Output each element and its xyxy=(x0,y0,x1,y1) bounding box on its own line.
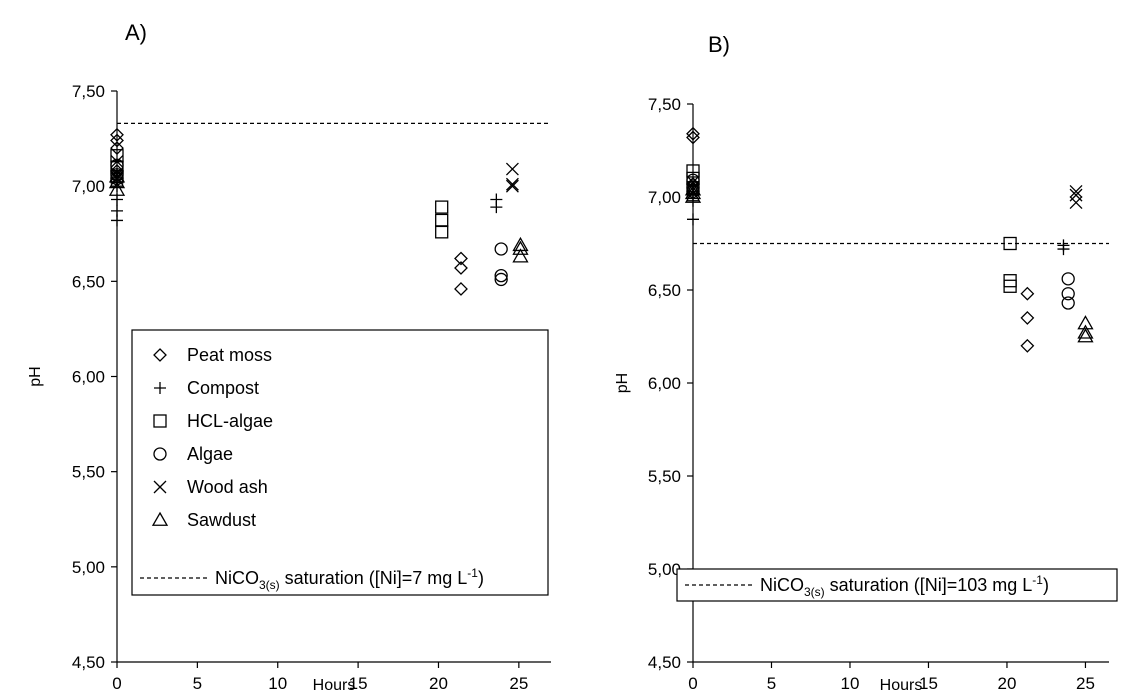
data-point xyxy=(108,181,126,196)
y-tick-label: 6,50 xyxy=(72,272,105,291)
data-point xyxy=(1061,296,1075,310)
legend-marker xyxy=(153,480,167,494)
y-tick-label: 5,00 xyxy=(648,560,681,579)
y-tick-label: 6,00 xyxy=(648,374,681,393)
data-point xyxy=(1057,243,1070,256)
x-tick-label: 0 xyxy=(112,674,121,693)
legend-entry: HCL-algae xyxy=(187,411,273,431)
data-point xyxy=(1003,279,1017,293)
legend-entry: Compost xyxy=(187,378,259,398)
legend-entry: Wood ash xyxy=(187,477,268,497)
data-point xyxy=(494,242,508,256)
legend-marker xyxy=(153,348,167,362)
legend-saturation-label: NiCO3(s) saturation ([Ni]=7 mg L-1) xyxy=(215,566,484,592)
x-tick-label: 5 xyxy=(193,674,202,693)
data-point xyxy=(108,174,126,189)
y-tick-label: 6,50 xyxy=(648,281,681,300)
data-point xyxy=(454,261,468,275)
y-tick-label: 7,50 xyxy=(648,95,681,114)
data-point xyxy=(494,268,508,283)
data-point xyxy=(512,248,529,263)
y-tick-label: 7,00 xyxy=(648,188,681,207)
y-axis-label: pH xyxy=(614,373,631,393)
data-point xyxy=(1003,236,1017,251)
data-point xyxy=(435,225,449,239)
data-point xyxy=(687,194,699,207)
data-point xyxy=(687,213,699,226)
data-point xyxy=(454,282,468,296)
data-point xyxy=(110,127,124,142)
y-tick-label: 7,50 xyxy=(72,82,105,101)
data-point xyxy=(1020,338,1035,353)
y-tick-label: 5,00 xyxy=(72,558,105,577)
legend-marker xyxy=(154,382,166,394)
data-point xyxy=(1061,287,1075,301)
data-point xyxy=(110,154,124,168)
data-point xyxy=(110,141,124,156)
data-point xyxy=(111,214,123,227)
legend-saturation-label: NiCO3(s) saturation ([Ni]=103 mg L-1) xyxy=(760,573,1049,599)
data-point xyxy=(110,133,124,148)
chart-panel-b: B) 4,50 5,00 5,50 6,00 6,50 7,00 7,50 0 5 10 15 20 25… xyxy=(614,32,1118,694)
data-point xyxy=(490,201,503,214)
x-axis-label: Hours xyxy=(880,677,923,694)
data-point xyxy=(1077,324,1094,339)
legend-box xyxy=(131,329,549,596)
data-point xyxy=(494,272,508,287)
legend-entry: Sawdust xyxy=(187,510,256,530)
data-point xyxy=(684,188,702,203)
data-point xyxy=(454,251,468,266)
data-point xyxy=(505,177,519,191)
x-tick-label: 10 xyxy=(268,674,287,693)
data-point xyxy=(110,171,124,186)
legend-marker xyxy=(151,511,169,526)
x-tick-label: 20 xyxy=(429,674,448,693)
legend: NiCO3(s) saturation ([Ni]=103 mg L-1) xyxy=(676,568,1118,602)
panel-label: A) xyxy=(125,20,147,45)
data-point xyxy=(686,130,700,145)
data-point xyxy=(684,184,702,200)
data-point xyxy=(435,213,449,228)
data-point xyxy=(512,240,529,255)
legend-marker xyxy=(153,414,167,428)
panel-label: B) xyxy=(708,32,730,57)
y-tick-label: 4,50 xyxy=(72,653,105,672)
y-axis-label: pH xyxy=(27,366,44,386)
data-point xyxy=(686,126,700,141)
x-tick-label: 25 xyxy=(1076,674,1095,693)
data-point xyxy=(1061,272,1075,286)
y-tick-label: 7,00 xyxy=(72,177,105,196)
x-tick-label: 15 xyxy=(349,674,368,693)
data-point xyxy=(686,164,700,178)
legend-marker xyxy=(153,447,167,461)
x-tick-label: 20 xyxy=(998,674,1017,693)
x-tick-label: 25 xyxy=(509,674,528,693)
legend-entry: Peat moss xyxy=(187,345,272,365)
x-tick-label: 0 xyxy=(688,674,697,693)
legend-entry: Algae xyxy=(187,444,233,464)
data-point xyxy=(1020,286,1035,301)
data-point xyxy=(1020,310,1035,325)
y-tick-label: 4,50 xyxy=(648,653,681,672)
chart-panel-a: A) 4,50 5,00 5,50 6,00 6,50 7,00 7,50 0 5 10 15 20 25… xyxy=(27,20,551,694)
y-tick-label: 5,50 xyxy=(72,463,105,482)
data-point xyxy=(686,181,700,195)
y-tick-label: 5,50 xyxy=(648,467,681,486)
legend: Peat moss Compost HCL-algae Algae Wood ash Sa… xyxy=(131,329,549,596)
data-point xyxy=(684,181,702,196)
x-tick-label: 10 xyxy=(841,674,860,693)
data-point xyxy=(505,162,519,176)
data-point xyxy=(1077,328,1094,343)
data-point xyxy=(505,179,519,193)
x-axis-label: Hours xyxy=(313,677,356,694)
data-point xyxy=(435,200,449,214)
data-point xyxy=(1069,196,1083,210)
data-point xyxy=(1069,184,1083,198)
x-tick-label: 15 xyxy=(919,674,938,693)
data-point xyxy=(110,158,124,172)
y-tick-label: 6,00 xyxy=(72,368,105,387)
x-tick-label: 5 xyxy=(767,674,776,693)
